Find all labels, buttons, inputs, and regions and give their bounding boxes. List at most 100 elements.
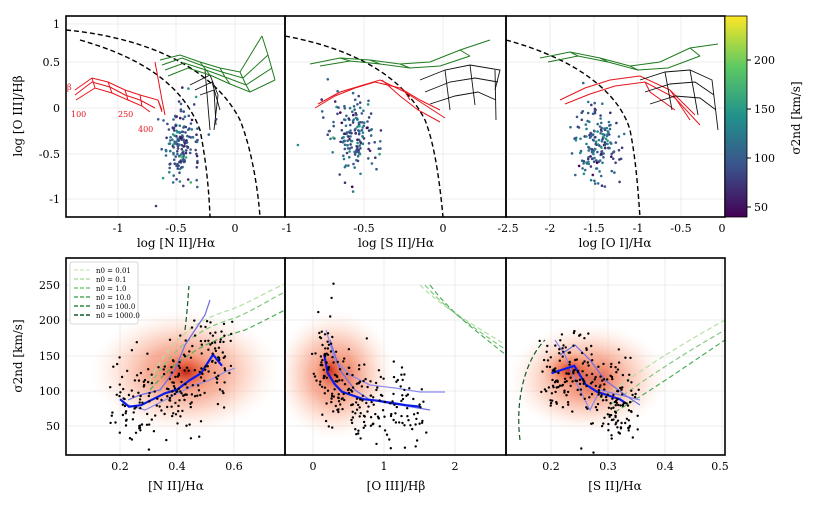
scatter-point xyxy=(359,172,362,176)
scatter-point xyxy=(582,162,585,165)
scatter-point xyxy=(406,407,409,410)
scatter-point xyxy=(545,350,548,353)
scatter-point xyxy=(130,389,133,392)
scatter-point xyxy=(199,393,202,397)
scatter-point xyxy=(172,385,176,388)
scatter-point xyxy=(611,157,615,160)
scatter-point xyxy=(566,390,570,394)
scatter-point xyxy=(350,146,354,149)
scatter-point xyxy=(349,123,352,127)
scatter-point xyxy=(345,114,348,118)
scatter-point xyxy=(582,382,585,385)
scatter-point xyxy=(415,417,418,421)
scatter-point xyxy=(353,150,356,154)
scatter-point xyxy=(409,424,412,427)
scatter-point xyxy=(198,370,201,374)
scatter-point xyxy=(195,133,198,136)
scatter-point xyxy=(403,373,406,376)
scatter-point xyxy=(362,420,366,424)
scatter-point xyxy=(178,124,182,127)
scatter-point xyxy=(165,438,168,442)
scatter-point xyxy=(155,404,158,407)
scatter-point xyxy=(223,367,226,370)
scatter-point xyxy=(348,155,351,159)
label-400: 400 xyxy=(138,125,153,134)
scatter-point xyxy=(616,398,619,401)
scatter-point xyxy=(362,426,365,429)
scatter-point xyxy=(203,379,206,382)
ytick: 0.5 xyxy=(43,56,61,69)
scatter-point xyxy=(176,375,179,378)
scatter-point xyxy=(369,134,373,137)
scatter-point xyxy=(217,374,220,377)
scatter-point xyxy=(576,125,580,129)
scatter-point xyxy=(223,369,227,372)
scatter-point xyxy=(628,426,631,429)
scatter-point xyxy=(171,414,174,418)
scatter-point xyxy=(321,413,324,416)
scatter-point xyxy=(422,400,425,403)
scatter-point xyxy=(351,403,355,406)
legend-box xyxy=(69,261,139,325)
scatter-point xyxy=(329,350,333,353)
scatter-point xyxy=(596,143,600,146)
scatter-point xyxy=(358,415,361,418)
scatter-point xyxy=(195,166,199,169)
scatter-point xyxy=(379,375,382,379)
scatter-point xyxy=(321,358,324,362)
scatter-point xyxy=(215,381,219,384)
scatter-point xyxy=(313,375,317,378)
scatter-point xyxy=(400,373,403,376)
model-grid-black-oi xyxy=(639,69,719,131)
scatter-point xyxy=(582,81,585,85)
scatter-point xyxy=(365,337,368,340)
scatter-point xyxy=(619,386,622,390)
scatter-point xyxy=(606,393,609,396)
scatter-point xyxy=(609,402,612,405)
scatter-point xyxy=(179,108,183,111)
scatter-point xyxy=(540,390,543,394)
frame-bottom-right xyxy=(505,257,726,456)
scatter-point xyxy=(626,379,630,382)
scatter-point xyxy=(346,135,350,138)
scatter-point xyxy=(403,388,406,392)
scatter-point xyxy=(549,399,552,402)
scatter-point xyxy=(370,400,373,404)
xtick: 0.4 xyxy=(656,460,674,473)
scatter-point xyxy=(229,364,233,368)
panel-top-middle xyxy=(284,15,507,218)
scatter-point xyxy=(178,399,181,402)
scatter-point xyxy=(190,401,193,404)
scatter-point xyxy=(599,117,602,120)
scatter-point xyxy=(576,370,580,374)
scatter-point xyxy=(172,146,175,149)
scatter-point xyxy=(124,419,128,422)
scatter-point xyxy=(168,139,172,142)
scatter-point xyxy=(315,379,318,382)
scatter-point xyxy=(599,375,602,378)
scatter-point xyxy=(168,338,172,341)
scatter-point xyxy=(425,431,428,434)
ytick: 150 xyxy=(39,350,60,363)
scatter-point xyxy=(342,360,345,363)
scatter-point xyxy=(337,396,340,399)
scatter-point xyxy=(567,403,570,406)
scatter-point xyxy=(195,178,198,182)
scatter-point xyxy=(541,370,544,373)
scatter-point xyxy=(353,153,357,156)
scatter-point xyxy=(565,394,568,397)
scatter-point xyxy=(626,404,630,407)
scatter-point xyxy=(332,410,335,413)
scatter-point xyxy=(600,121,603,125)
scatter-point xyxy=(597,389,600,392)
scatter-point xyxy=(165,387,169,390)
scatter-point xyxy=(182,144,186,148)
xlabel-nii: [N II]/Hα xyxy=(148,479,204,493)
scatter-point xyxy=(594,406,598,409)
scatter-point xyxy=(357,429,360,432)
scatter-point xyxy=(568,360,571,364)
scatter-point xyxy=(181,130,185,134)
scatter-point xyxy=(589,131,592,135)
scatter-point xyxy=(609,365,613,368)
scatter-point xyxy=(187,114,191,118)
